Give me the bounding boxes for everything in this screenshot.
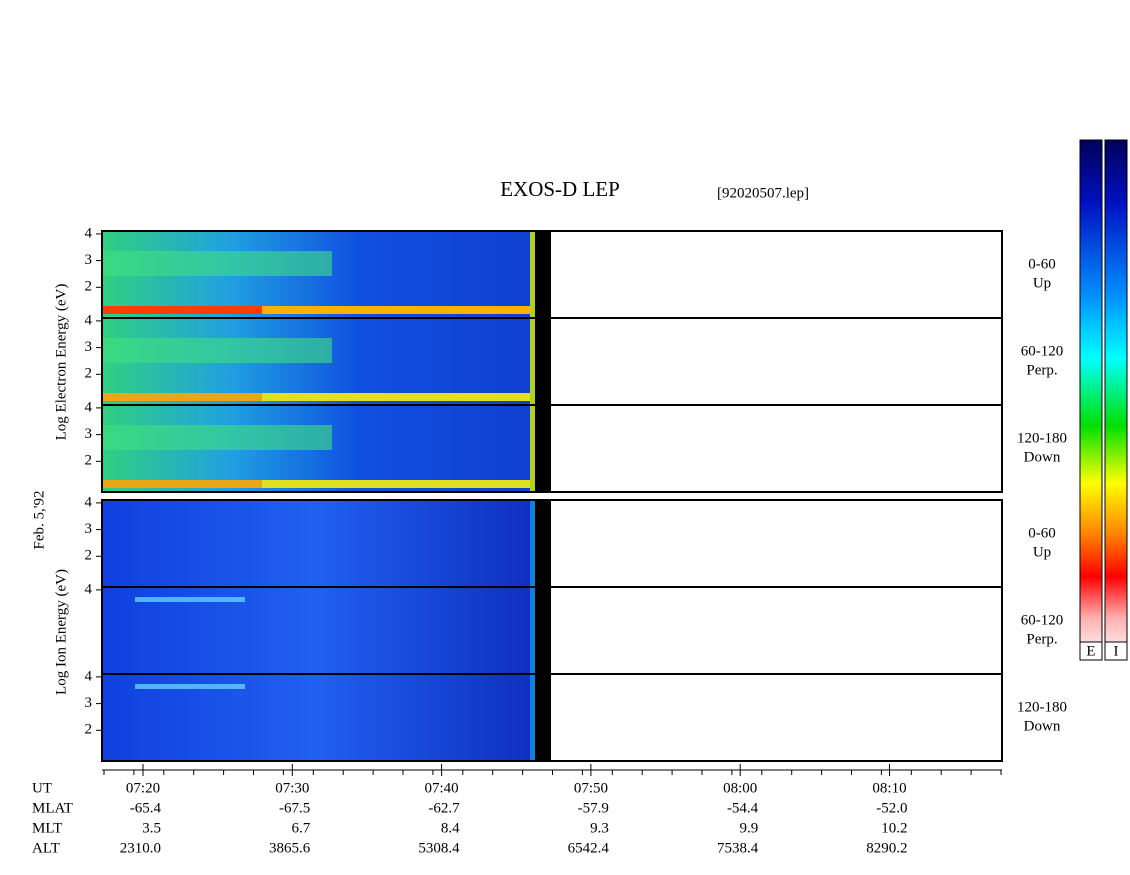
row-value: 10.2: [881, 820, 907, 836]
row-value: 07:20: [126, 780, 160, 796]
row-value: 3.5: [142, 820, 161, 836]
pitch-direction: Up: [1033, 275, 1051, 291]
row-value: 07:40: [425, 780, 459, 796]
y-tick-label: 2: [85, 279, 93, 295]
spectrogram-band: [102, 306, 530, 314]
y-tick-label: 3: [85, 252, 93, 268]
date: Feb. 5,'92: [31, 491, 47, 550]
row-value: 6.7: [292, 820, 311, 836]
spectrogram-band: [530, 318, 535, 405]
row-value: -65.4: [130, 800, 162, 816]
spectrogram-band: [102, 251, 332, 276]
spectrogram-band: [102, 338, 332, 363]
spectrogram-band: [530, 587, 535, 674]
spectrogram-band: [530, 231, 535, 318]
y-tick-label: 2: [85, 722, 93, 738]
row-value: -52.0: [876, 800, 907, 816]
data-gap: [535, 587, 551, 674]
pitch-range: 120-180: [1017, 430, 1067, 446]
pitch-range: 60-120: [1021, 612, 1064, 628]
electron-axis-label: Log Electron Energy (eV): [53, 284, 69, 441]
data-gap: [535, 500, 551, 587]
y-tick-label: 4: [85, 225, 93, 241]
spectrogram-band: [530, 405, 535, 492]
panel-frame: [101, 404, 1003, 493]
colorbar: [1104, 139, 1128, 661]
colorbar-label: I: [1114, 643, 1119, 659]
pitch-direction: Down: [1024, 449, 1061, 465]
pitch-direction: Up: [1033, 544, 1051, 560]
file-name: [92020507.lep]: [717, 185, 809, 201]
pitch-direction: Perp.: [1026, 362, 1057, 378]
data-gap: [535, 405, 551, 492]
row-value: 7538.4: [717, 840, 759, 856]
spectrogram-band: [102, 393, 262, 401]
colorbar-label-box: [1079, 641, 1103, 661]
y-tick-label: 2: [85, 548, 93, 564]
spectrogram-band: [530, 500, 535, 587]
pitch-range: 0-60: [1028, 256, 1056, 272]
row-value: 08:10: [872, 780, 906, 796]
spectrogram: [102, 500, 530, 587]
pitch-range: 0-60: [1028, 525, 1056, 541]
pitch-direction: Perp.: [1026, 631, 1057, 647]
y-tick-label: 3: [85, 521, 93, 537]
y-tick-label: 3: [85, 339, 93, 355]
row-value: 6542.4: [568, 840, 610, 856]
y-tick-label: 3: [85, 695, 93, 711]
pitch-range: 120-180: [1017, 699, 1067, 715]
y-tick-label: 2: [85, 453, 93, 469]
row-value: -62.7: [428, 800, 460, 816]
spectrogram-band: [530, 674, 535, 761]
row-value: 3865.6: [269, 840, 311, 856]
pitch-direction: Down: [1024, 718, 1061, 734]
y-tick-label: 4: [85, 668, 93, 684]
row-value: 9.3: [590, 820, 609, 836]
row-value: -57.9: [578, 800, 609, 816]
y-tick-label: 2: [85, 366, 93, 382]
row-label: UT: [32, 780, 52, 796]
row-label: MLT: [32, 820, 62, 836]
row-value: 5308.4: [418, 840, 460, 856]
row-value: 2310.0: [120, 840, 161, 856]
data-gap: [535, 674, 551, 761]
row-value: 9.9: [739, 820, 758, 836]
panel-frame: [101, 673, 1003, 762]
spectrogram-band: [102, 480, 530, 488]
colorbar: [1079, 139, 1103, 661]
spectrogram-band: [102, 480, 262, 488]
spectrogram-band: [102, 393, 530, 401]
ion-axis-label: Log Ion Energy (eV): [53, 569, 69, 695]
spectrogram-band: [135, 597, 245, 602]
pitch-range: 60-120: [1021, 343, 1064, 359]
y-tick-label: 3: [85, 426, 93, 442]
row-label: ALT: [32, 840, 60, 856]
spectrogram-band: [102, 306, 262, 314]
row-value: 07:50: [574, 780, 608, 796]
colorbar-label: E: [1086, 643, 1095, 659]
row-value: 08:00: [723, 780, 757, 796]
row-value: -67.5: [279, 800, 310, 816]
row-value: 8290.2: [866, 840, 907, 856]
y-tick-label: 4: [85, 312, 93, 328]
colorbar-label-box: [1104, 641, 1128, 661]
spectrogram-band: [135, 684, 245, 689]
y-tick-label: 4: [85, 494, 93, 510]
row-value: 07:30: [275, 780, 309, 796]
row-value: 8.4: [441, 820, 460, 836]
title: EXOS-D LEP: [500, 177, 620, 201]
row-value: -54.4: [727, 800, 759, 816]
y-tick-label: 4: [85, 581, 93, 597]
spectrogram-band: [102, 425, 332, 450]
data-gap: [535, 318, 551, 405]
row-label: MLAT: [32, 800, 73, 816]
data-gap: [535, 231, 551, 318]
y-tick-label: 4: [85, 399, 93, 415]
